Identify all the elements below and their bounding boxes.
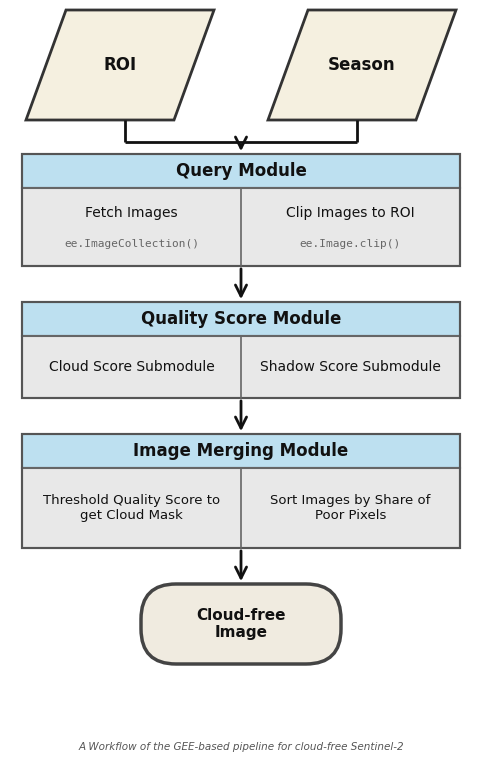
Text: Shadow Score Submodule: Shadow Score Submodule: [260, 360, 441, 374]
Text: Sort Images by Share of
Poor Pixels: Sort Images by Share of Poor Pixels: [270, 494, 431, 522]
Bar: [22, 302, 460, 398]
Text: ROI: ROI: [104, 56, 136, 74]
Bar: [22, 302, 460, 336]
Text: Cloud-free
Image: Cloud-free Image: [196, 608, 286, 640]
Text: Fetch Images: Fetch Images: [85, 206, 178, 220]
Bar: [22, 468, 460, 548]
Bar: [22, 336, 460, 398]
Text: Season: Season: [328, 56, 396, 74]
Bar: [22, 154, 460, 188]
Text: Cloud Score Submodule: Cloud Score Submodule: [49, 360, 214, 374]
Bar: [22, 434, 460, 548]
Text: Clip Images to ROI: Clip Images to ROI: [286, 206, 415, 220]
FancyBboxPatch shape: [141, 584, 341, 664]
Text: ee.ImageCollection(): ee.ImageCollection(): [64, 239, 199, 249]
Text: Threshold Quality Score to
get Cloud Mask: Threshold Quality Score to get Cloud Mas…: [43, 494, 220, 522]
Polygon shape: [26, 10, 214, 120]
Text: ee.Image.clip(): ee.Image.clip(): [300, 239, 401, 249]
Polygon shape: [268, 10, 456, 120]
Text: Image Merging Module: Image Merging Module: [134, 442, 348, 460]
Bar: [22, 434, 460, 468]
Bar: [22, 188, 460, 266]
Text: Query Module: Query Module: [175, 162, 307, 180]
Text: Quality Score Module: Quality Score Module: [141, 310, 341, 328]
Bar: [22, 154, 460, 266]
Text: A Workflow of the GEE-based pipeline for cloud-free Sentinel-2: A Workflow of the GEE-based pipeline for…: [78, 742, 404, 752]
